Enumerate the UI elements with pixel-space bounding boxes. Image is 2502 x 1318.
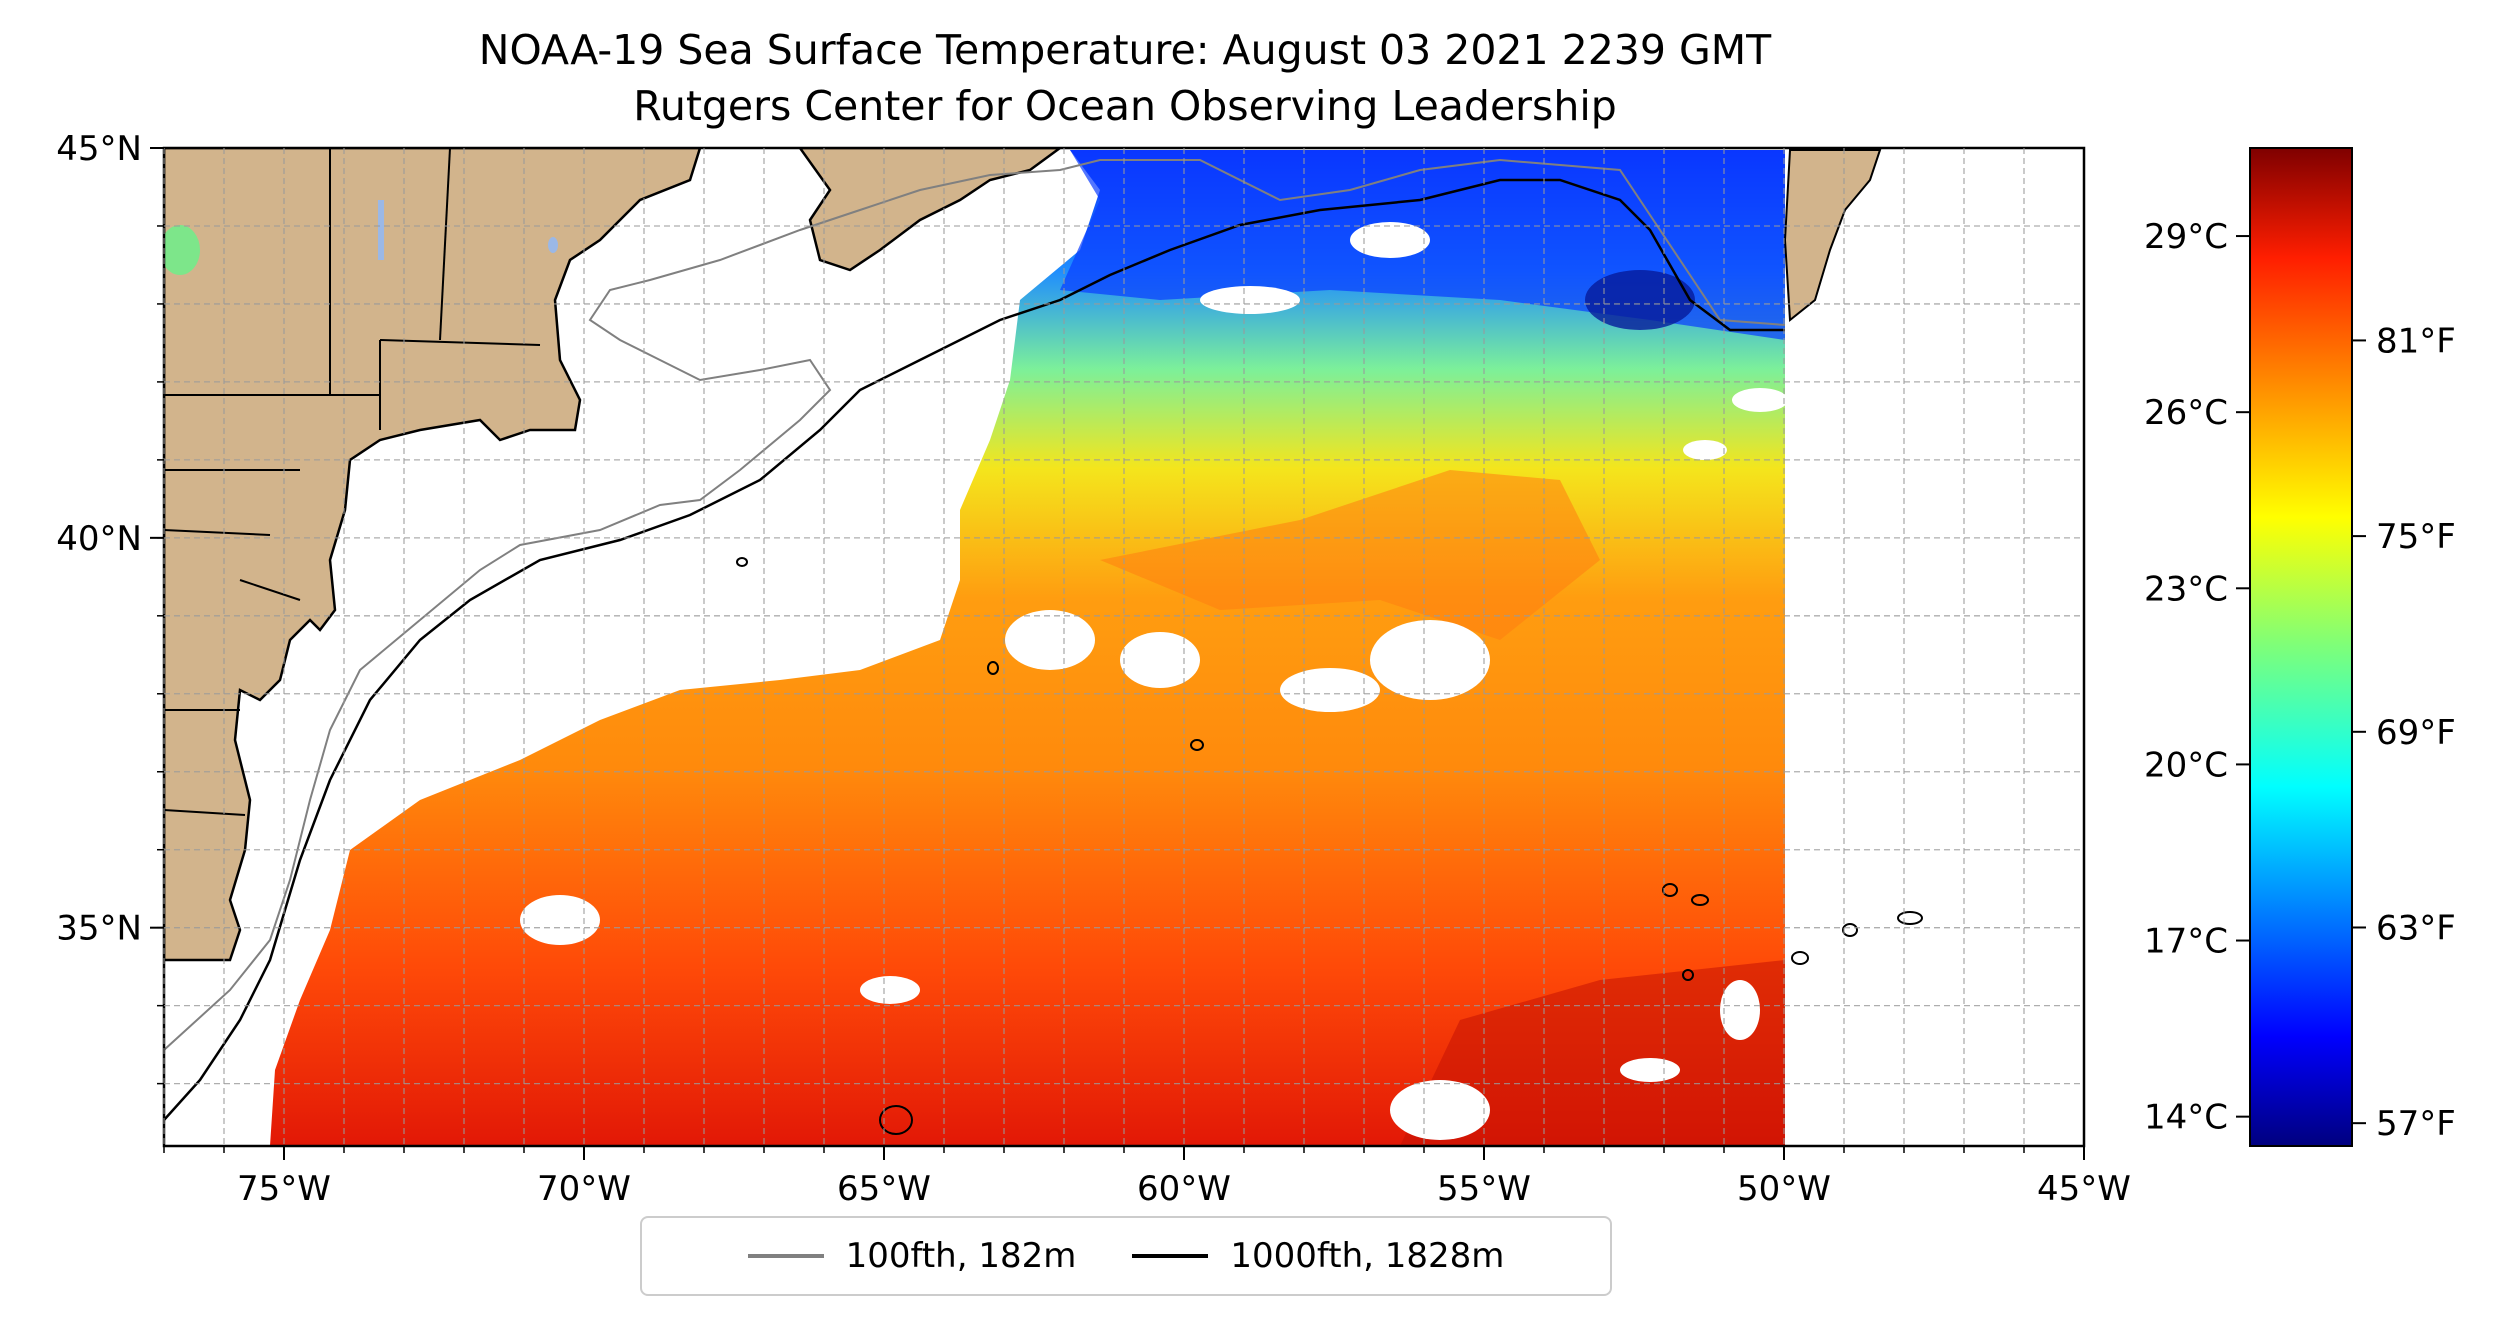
cloud-gaps (520, 222, 1788, 1140)
colorbar-fahrenheit-ticks: 81°F 75°F 69°F 63°F 57°F (2352, 321, 2456, 1144)
legend-swatch-100fth (747, 1254, 824, 1258)
isobath-1000fth (164, 178, 1785, 1121)
x-axis-ticks: 75°W 70°W 65°W 60°W 55°W 50°W 45°W (237, 1146, 2131, 1209)
legend-item-100fth: 100fth, 182m (747, 1236, 1077, 1276)
land-newfoundland (1783, 149, 1882, 322)
colorbar-celsius-label: 17°C (2144, 922, 2228, 962)
x-tick-label: 60°W (1137, 1169, 1231, 1209)
sst-cold-spot (1585, 270, 1695, 330)
x-tick-label: 70°W (537, 1169, 631, 1209)
y-tick-label: 40°N (56, 519, 142, 559)
map-title: NOAA-19 Sea Surface Temperature: August … (478, 26, 1772, 74)
sst-hot-region (1400, 960, 1785, 1146)
colorbar-celsius-label: 26°C (2144, 393, 2228, 433)
colorbar-celsius-label: 14°C (2144, 1098, 2228, 1138)
colorbar-fahrenheit-label: 69°F (2376, 713, 2456, 753)
offshore-seamounts (1791, 911, 1923, 965)
x-tick-label: 50°W (1737, 1169, 1831, 1209)
colorbar (2249, 147, 2353, 1147)
x-tick-label: 75°W (237, 1169, 331, 1209)
colorbar-fahrenheit-label: 63°F (2376, 908, 2456, 948)
colorbar-celsius-label: 29°C (2144, 217, 2228, 257)
isobath-100fth (164, 158, 1786, 1051)
sst-warm-core (1100, 470, 1600, 640)
map-area (164, 148, 2084, 1146)
x-tick-label: 65°W (837, 1169, 931, 1209)
y-axis-ticks: 35°N 40°N 45°N (56, 129, 164, 949)
legend-item-1000fth: 1000fth, 1828m (1132, 1236, 1504, 1276)
state-borders (164, 148, 541, 816)
colorbar-celsius-label: 20°C (2144, 745, 2228, 785)
colorbar-celsius-label: 23°C (2144, 569, 2228, 609)
seamounts (736, 557, 1709, 1135)
x-tick-label: 55°W (1437, 1169, 1531, 1209)
x-tick-label: 45°W (2037, 1169, 2131, 1209)
legend-swatch-1000fth (1132, 1254, 1209, 1258)
legend-label-1000fth: 1000fth, 1828m (1230, 1236, 1505, 1276)
lakes (164, 200, 558, 275)
colorbar-fahrenheit-label: 57°F (2376, 1104, 2456, 1144)
legend-label-100fth: 100fth, 182m (845, 1236, 1077, 1276)
land-nova-scotia (798, 148, 1063, 272)
land-north-america (164, 148, 702, 962)
legend: 100fth, 182m 1000fth, 1828m (640, 1216, 1612, 1296)
y-tick-label: 35°N (56, 909, 142, 949)
colorbar-celsius-ticks: 29°C 26°C 23°C 20°C 17°C 14°C (2144, 217, 2250, 1138)
colorbar-fahrenheit-label: 75°F (2376, 517, 2456, 557)
map-subtitle: Rutgers Center for Ocean Observing Leade… (633, 82, 1617, 130)
y-tick-label: 45°N (56, 129, 142, 169)
colorbar-fahrenheit-label: 81°F (2376, 321, 2456, 361)
